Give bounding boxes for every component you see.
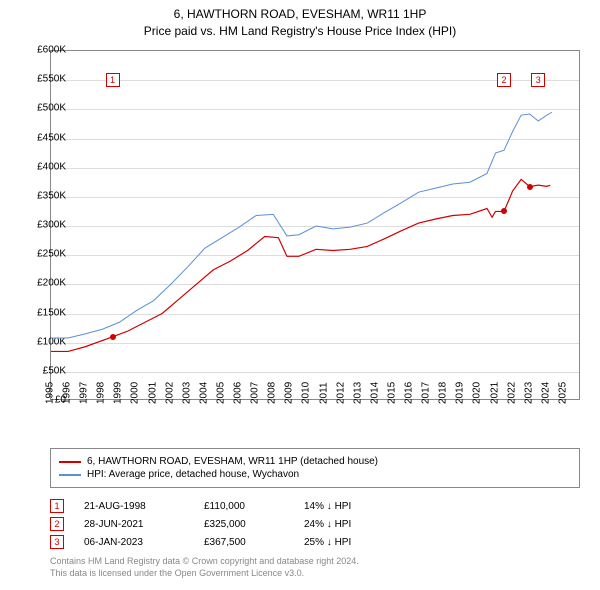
- marker-row-1: 1 21-AUG-1998 £110,000 14% ↓ HPI: [50, 499, 580, 513]
- footer-line2: This data is licensed under the Open Gov…: [50, 568, 359, 580]
- marker-row-3: 3 06-JAN-2023 £367,500 25% ↓ HPI: [50, 535, 580, 549]
- chart-lines: [51, 51, 579, 399]
- legend-box: 6, HAWTHORN ROAD, EVESHAM, WR11 1HP (det…: [50, 448, 580, 488]
- marker-price-1: £110,000: [204, 501, 304, 512]
- marker-label-3: 3: [531, 73, 545, 87]
- marker-price-3: £367,500: [204, 537, 304, 548]
- marker-date-2: 28-JUN-2021: [84, 519, 204, 530]
- marker-date-1: 21-AUG-1998: [84, 501, 204, 512]
- legend-swatch-price-paid: [59, 461, 81, 463]
- marker-date-3: 06-JAN-2023: [84, 537, 204, 548]
- legend-label-price-paid: 6, HAWTHORN ROAD, EVESHAM, WR11 1HP (det…: [87, 456, 378, 467]
- marker-dot: [527, 184, 533, 190]
- marker-pct-2: 24% ↓ HPI: [304, 519, 404, 530]
- marker-row-2: 2 28-JUN-2021 £325,000 24% ↓ HPI: [50, 517, 580, 531]
- footer-line1: Contains HM Land Registry data © Crown c…: [50, 556, 359, 568]
- marker-box-3: 3: [50, 535, 64, 549]
- marker-pct-3: 25% ↓ HPI: [304, 537, 404, 548]
- title-line2: Price paid vs. HM Land Registry's House …: [0, 23, 600, 40]
- legend-swatch-hpi: [59, 474, 81, 476]
- chart-title: 6, HAWTHORN ROAD, EVESHAM, WR11 1HP Pric…: [0, 0, 600, 40]
- title-line1: 6, HAWTHORN ROAD, EVESHAM, WR11 1HP: [0, 6, 600, 23]
- marker-box-2: 2: [50, 517, 64, 531]
- marker-table: 1 21-AUG-1998 £110,000 14% ↓ HPI 2 28-JU…: [50, 495, 580, 553]
- marker-dot: [501, 208, 507, 214]
- marker-dot: [110, 334, 116, 340]
- marker-pct-1: 14% ↓ HPI: [304, 501, 404, 512]
- series-line: [51, 112, 552, 338]
- legend-row-price-paid: 6, HAWTHORN ROAD, EVESHAM, WR11 1HP (det…: [59, 456, 571, 467]
- marker-price-2: £325,000: [204, 519, 304, 530]
- marker-label-1: 1: [106, 73, 120, 87]
- legend-label-hpi: HPI: Average price, detached house, Wych…: [87, 469, 299, 480]
- plot-area: 1 2 3: [50, 50, 580, 400]
- legend-row-hpi: HPI: Average price, detached house, Wych…: [59, 469, 571, 480]
- chart-container: 6, HAWTHORN ROAD, EVESHAM, WR11 1HP Pric…: [0, 0, 600, 590]
- marker-label-2: 2: [497, 73, 511, 87]
- footer: Contains HM Land Registry data © Crown c…: [50, 556, 359, 579]
- series-line: [51, 179, 550, 351]
- marker-box-1: 1: [50, 499, 64, 513]
